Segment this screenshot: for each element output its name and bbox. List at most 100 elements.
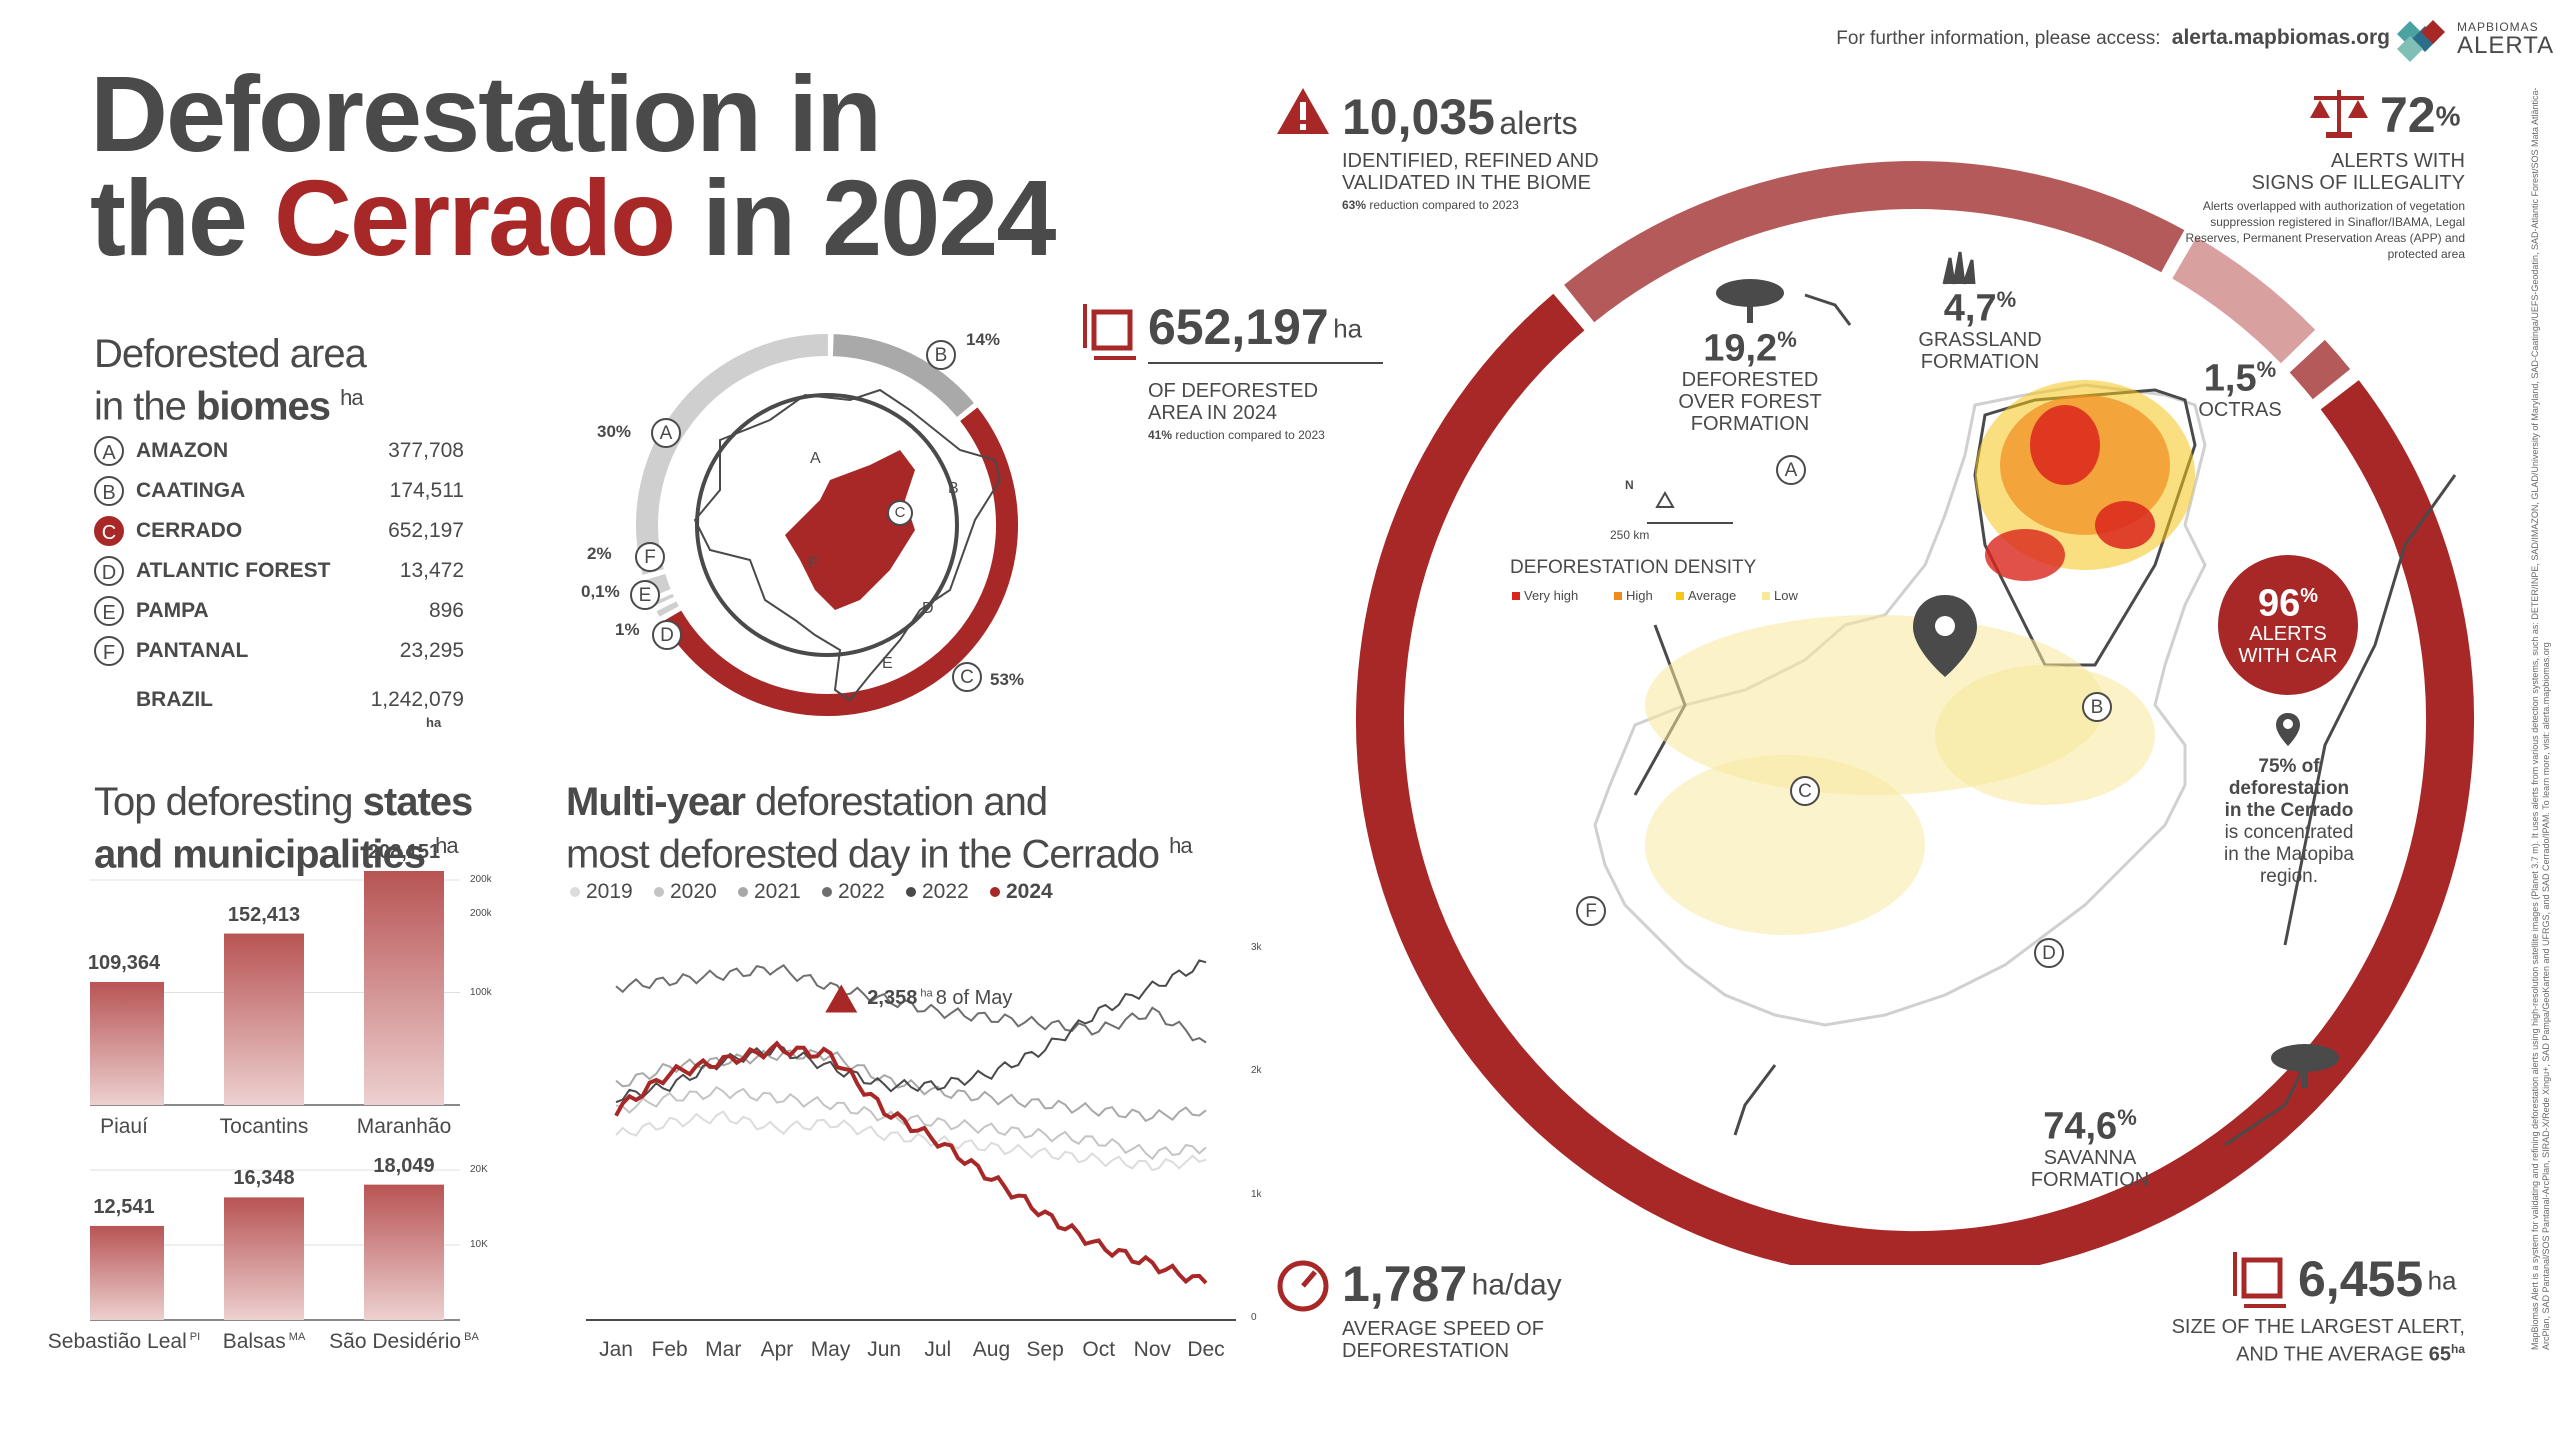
line-series-2024-5 bbox=[614, 1040, 1208, 1285]
line-legend-item: 2019 bbox=[570, 880, 633, 904]
largest-line1: SIZE OF THE LARGEST ALERT, bbox=[2171, 1316, 2465, 1338]
ring-label-others: 1,5% OCTRAS bbox=[2150, 350, 2330, 421]
legend-dot-icon bbox=[822, 887, 832, 898]
donut-pct-c: 53% bbox=[990, 670, 1025, 689]
matopiba-text: 75% of deforestation in the Cerrado is c… bbox=[2200, 756, 2378, 888]
peak-alert-icon bbox=[825, 984, 858, 1013]
bar-category-name: Balsas bbox=[222, 1330, 286, 1353]
density-label: Average bbox=[1688, 588, 1737, 603]
line-month-label: Jan bbox=[599, 1338, 633, 1361]
peak-date: 8 of May bbox=[935, 986, 1013, 1009]
alerts-stat: 10,035 alerts bbox=[1342, 88, 1578, 146]
map-region-letter-b: B bbox=[2082, 692, 2112, 722]
multiyear-heading-line2: most deforested day in the Cerrado ha bbox=[566, 824, 1193, 877]
biome-row-a: A AMAZON 377,708 bbox=[94, 436, 464, 472]
density-legend-item: Average bbox=[1676, 588, 1736, 603]
line-ytick: 3k bbox=[1251, 942, 1262, 953]
mapbiomas-logo-icon bbox=[2397, 20, 2445, 62]
density-swatch bbox=[1762, 592, 1770, 600]
density-label: Low bbox=[1774, 588, 1798, 603]
line-series-2019-0 bbox=[615, 1110, 1207, 1172]
bar-category-label: Piauí bbox=[34, 1115, 214, 1139]
map-letter-b: B bbox=[948, 480, 959, 497]
donut-pct-a: 30% bbox=[597, 422, 632, 441]
multiyear-heading-rest2: most deforested day in the Cerrado bbox=[566, 832, 1160, 877]
biome-value: 377,708 bbox=[388, 439, 464, 462]
ring-pct-value: 19,2 bbox=[1703, 327, 1778, 370]
density-legend-item: Low bbox=[1762, 588, 1798, 603]
donut-slice-b bbox=[832, 334, 974, 418]
biome-row-f: F PANTANAL 23,295 bbox=[94, 636, 464, 672]
biome-row-c: C CERRADO 652,197 bbox=[94, 516, 464, 552]
largest-avg: 65 bbox=[2428, 1343, 2451, 1366]
states-ytick: 200k bbox=[470, 874, 492, 885]
car-badge: 96% ALERTS WITH CAR bbox=[2218, 555, 2358, 695]
bar-category-name: Piauí bbox=[100, 1115, 148, 1138]
donut-slice-a bbox=[636, 334, 828, 575]
donut-slice-e bbox=[652, 593, 675, 607]
ring-pct-unit: % bbox=[2117, 1105, 2137, 1130]
speed-stat: 1,787 ha/day bbox=[1342, 1255, 1562, 1313]
legend-label: 2022 bbox=[922, 880, 969, 903]
illegality-line2: SIGNS OF ILLEGALITY bbox=[2251, 172, 2465, 194]
density-low-3 bbox=[1935, 665, 2155, 805]
scale-justice-icon bbox=[2310, 90, 2368, 138]
ring-arcs bbox=[1356, 161, 2474, 1265]
ring-label-line: DEFORESTED bbox=[1681, 368, 1819, 391]
biome-row-d: D ATLANTIC FOREST 13,472 bbox=[94, 556, 464, 592]
donut-slice-d bbox=[656, 601, 679, 617]
area-leader-line bbox=[1148, 362, 1383, 364]
biome-value: 896 bbox=[428, 599, 464, 622]
legend-dot-icon bbox=[906, 887, 916, 898]
illegality-note: Alerts overlapped with authorization of … bbox=[2185, 199, 2465, 261]
line-month-label: Mar bbox=[705, 1338, 742, 1361]
bar-category-name: Sebastião Leal bbox=[47, 1330, 187, 1353]
area-desc: OF DEFORESTED AREA IN 2024 41% reduction… bbox=[1148, 380, 1325, 446]
map-letter-c: C bbox=[887, 500, 913, 526]
bar-category-sup: BA bbox=[461, 1331, 479, 1343]
bar-s-o-desid-rio bbox=[364, 1184, 444, 1320]
matopiba-pin-icon bbox=[2276, 713, 2300, 746]
legend-dot-icon bbox=[654, 887, 664, 898]
ring-segment-savanna bbox=[1356, 293, 2474, 1265]
density-swatch bbox=[1512, 592, 1520, 600]
ring-label-grassland: 4,7% GRASSLAND FORMATION bbox=[1890, 280, 2070, 373]
biomes-heading-mid: in the bbox=[94, 384, 196, 429]
largest-alert-frame-icon bbox=[2233, 1252, 2286, 1308]
matopiba-line2: in the Cerrado bbox=[2224, 800, 2354, 821]
states-heading-bold1: states bbox=[362, 780, 474, 824]
ring-segment-others bbox=[2289, 339, 2351, 400]
map-letter-d: D bbox=[922, 600, 934, 617]
bar-category-sup: PI bbox=[186, 1331, 201, 1343]
biomes-heading-line1: Deforested area bbox=[94, 332, 367, 376]
bar-value-label: 18,049 bbox=[373, 1154, 435, 1177]
ring-label-number: 19,2% bbox=[1660, 320, 1840, 369]
donut-pct-d: 1% bbox=[615, 620, 640, 639]
ring-pct-value: 4,7 bbox=[1943, 287, 1997, 330]
bar-category-label: Balsas MA bbox=[174, 1330, 354, 1354]
line-legend-item: 2021 bbox=[738, 880, 801, 904]
line-month-label: Aug bbox=[972, 1338, 1011, 1361]
info-url-link[interactable]: alerta.mapbiomas.org bbox=[2171, 26, 2390, 49]
donut-slice-c bbox=[662, 407, 1018, 716]
ring-label-line: FORMATION bbox=[1690, 412, 1810, 435]
scale-label: 250 km bbox=[1610, 528, 1650, 542]
bar-value-label: 152,413 bbox=[227, 903, 301, 926]
ring-pct-value: 1,5 bbox=[2203, 357, 2257, 400]
biome-total-name: BRAZIL bbox=[136, 688, 213, 711]
area-line2: AREA IN 2024 bbox=[1148, 402, 1277, 424]
biome-letter-badge: E bbox=[94, 596, 124, 626]
map-letter-e: E bbox=[882, 655, 893, 672]
multiyear-heading-unit: ha bbox=[1169, 833, 1193, 858]
area-number: 652,197 bbox=[1148, 299, 1329, 355]
matopiba-line3: is concentrated bbox=[2224, 822, 2354, 843]
ring-pct-unit: % bbox=[1777, 327, 1797, 352]
legend-label: 2019 bbox=[586, 880, 633, 903]
biome-value: 652,197 bbox=[388, 519, 464, 542]
mapbiomas-logo: MAPBIOMAS ALERTA bbox=[2395, 16, 2555, 66]
density-legend-item: Very high bbox=[1512, 588, 1578, 603]
car-line1: ALERTS bbox=[2249, 622, 2327, 645]
bar-balsas bbox=[224, 1197, 304, 1320]
biome-name: ATLANTIC FOREST bbox=[136, 559, 331, 582]
north-label: N bbox=[1625, 478, 1634, 492]
